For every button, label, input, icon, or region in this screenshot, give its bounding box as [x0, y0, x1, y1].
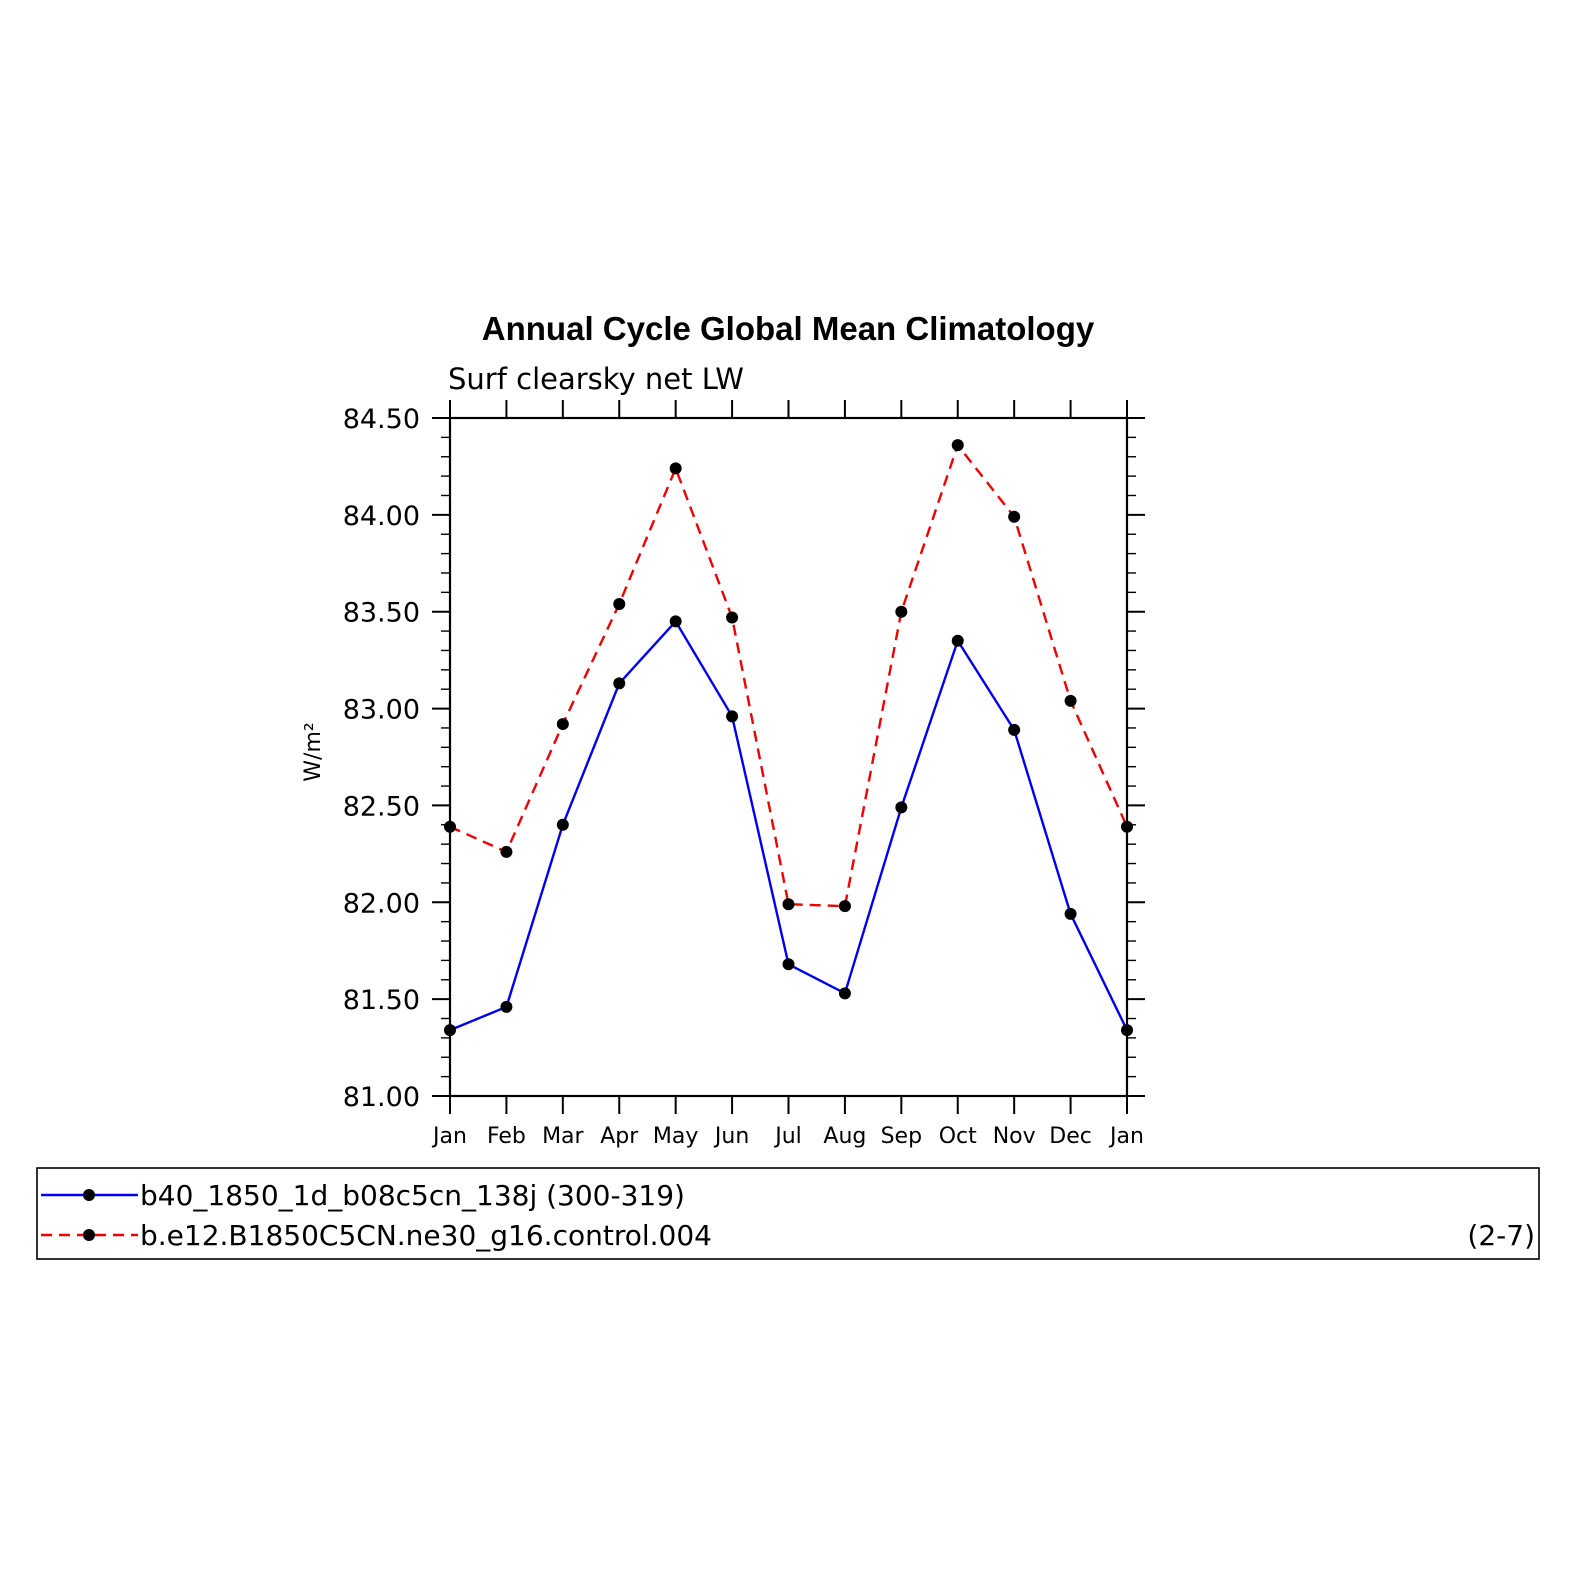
- data-point: [1008, 723, 1021, 736]
- x-tick-label: Oct: [939, 1124, 977, 1149]
- data-point: [895, 801, 908, 814]
- x-tick-label: Feb: [487, 1124, 526, 1149]
- data-point: [951, 439, 964, 452]
- legend-label: b.e12.B1850C5CN.ne30_g16.control.004: [140, 1219, 712, 1252]
- data-point: [1064, 694, 1077, 707]
- data-point: [838, 900, 851, 913]
- y-tick-label: 81.50: [343, 985, 420, 1016]
- data-point: [726, 611, 739, 624]
- x-tick-label: Jan: [431, 1124, 467, 1149]
- legend-annotation: (2-7): [1467, 1219, 1535, 1252]
- data-point: [1121, 820, 1133, 833]
- y-tick-label: 82.00: [343, 888, 420, 919]
- data-point: [500, 1000, 513, 1013]
- data-point: [1064, 907, 1077, 920]
- x-tick-label: Jul: [773, 1124, 802, 1149]
- chart-title: Annual Cycle Global Mean Climatology: [482, 310, 1095, 347]
- data-point: [556, 818, 569, 831]
- y-tick-label: 83.00: [343, 695, 420, 726]
- legend-box: [36, 1167, 1540, 1260]
- data-point: [895, 605, 908, 618]
- series-1: [444, 615, 1133, 1037]
- x-tick-label: Dec: [1049, 1124, 1092, 1149]
- y-tick-label: 84.00: [343, 501, 420, 532]
- data-point: [782, 958, 795, 971]
- y-tick-label: 82.50: [343, 791, 420, 822]
- x-tick-label: Nov: [993, 1124, 1036, 1149]
- data-point: [782, 898, 795, 911]
- data-point: [1008, 510, 1021, 523]
- legend-item: b40_1850_1d_b08c5cn_138j (300-319): [41, 1179, 685, 1212]
- legend-marker: [83, 1189, 95, 1201]
- y-tick-label: 84.50: [343, 404, 420, 435]
- y-tick-labels: 81.00 81.50 82.00 82.50 83.00 83.50 84.00 84.50: [343, 404, 420, 1113]
- chart-subtitle: Surf clearsky net LW: [448, 362, 744, 396]
- legend: b40_1850_1d_b08c5cn_138j (300-319) b.e12.…: [36, 1167, 1540, 1260]
- data-point: [444, 820, 456, 833]
- x-tick-label: Jun: [713, 1124, 749, 1149]
- data-point: [1121, 1024, 1133, 1037]
- data-point: [669, 462, 682, 475]
- y-axis-label: W/m²: [301, 722, 326, 781]
- data-point: [556, 718, 569, 731]
- legend-marker: [83, 1229, 95, 1241]
- data-point: [444, 1024, 456, 1037]
- x-tick-label: Jan: [1108, 1124, 1144, 1149]
- legend-label: b40_1850_1d_b08c5cn_138j (300-319): [140, 1179, 685, 1212]
- x-tick-label: May: [653, 1124, 698, 1149]
- x-tick-label: Sep: [881, 1124, 922, 1149]
- x-tick-labels: Jan Feb Mar Apr May Jun Jul Aug Sep Oct Nov Dec Jan: [431, 1124, 1144, 1149]
- data-point: [613, 677, 626, 690]
- data-point: [669, 615, 682, 628]
- plot-frame: [448, 416, 1129, 1098]
- series-2: [444, 439, 1133, 913]
- data-point: [838, 987, 851, 1000]
- legend-item: b.e12.B1850C5CN.ne30_g16.control.004: [41, 1219, 712, 1252]
- x-tick-label: Apr: [600, 1124, 639, 1149]
- y-tick-label: 81.00: [343, 1082, 420, 1113]
- x-tick-label: Mar: [542, 1124, 584, 1149]
- plot-axes: [432, 400, 1145, 1114]
- series-layer: [444, 439, 1133, 1037]
- data-point: [500, 845, 513, 858]
- data-point: [726, 710, 739, 723]
- data-point: [613, 597, 626, 610]
- data-point: [951, 634, 964, 647]
- series-line: [449, 442, 1129, 908]
- y-tick-label: 83.50: [343, 598, 420, 629]
- x-tick-label: Aug: [823, 1124, 866, 1149]
